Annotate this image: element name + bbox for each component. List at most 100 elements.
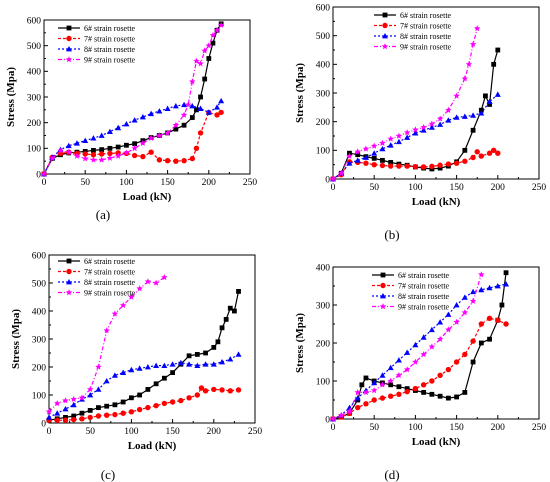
- data-point: [49, 155, 56, 162]
- data-point: [388, 159, 394, 165]
- data-point: [156, 108, 163, 114]
- y-tick-label: 100: [27, 145, 42, 155]
- data-point: [115, 124, 122, 131]
- data-point: [106, 154, 114, 161]
- data-point: [232, 308, 237, 314]
- data-point: [87, 392, 94, 398]
- data-point: [404, 349, 411, 355]
- panel-label: (b): [384, 227, 399, 242]
- y-tick-label: 200: [27, 119, 42, 129]
- data-point: [86, 386, 94, 393]
- data-point: [104, 403, 110, 409]
- data-point: [429, 391, 435, 397]
- panel-label: (d): [384, 467, 399, 482]
- data-point: [461, 294, 468, 300]
- y-tick-label: 0: [325, 415, 330, 425]
- data-point: [73, 152, 81, 159]
- data-point: [198, 385, 205, 391]
- data-point: [98, 132, 105, 138]
- data-point: [161, 400, 168, 407]
- data-point: [62, 406, 69, 412]
- data-point: [219, 387, 225, 393]
- data-point: [210, 40, 216, 46]
- data-point: [495, 47, 501, 53]
- y-tick-label: 400: [316, 263, 331, 273]
- legend-entry: 7# strain rosette: [398, 282, 450, 291]
- legend-marker: [380, 282, 386, 289]
- data-point: [169, 399, 176, 405]
- data-point: [478, 271, 485, 278]
- x-tick-label: 250: [532, 183, 547, 193]
- data-point: [453, 359, 460, 365]
- legend-marker: [380, 272, 386, 278]
- data-point: [445, 106, 452, 113]
- data-point: [139, 114, 146, 120]
- data-point: [412, 358, 419, 365]
- data-point: [235, 387, 242, 393]
- data-point: [371, 150, 378, 156]
- data-point: [132, 141, 138, 147]
- data-point: [478, 153, 485, 159]
- data-point: [429, 378, 435, 384]
- data-point: [478, 321, 485, 327]
- legend-entry: 9# strain rosette: [84, 56, 136, 65]
- data-point: [437, 372, 443, 378]
- data-point: [161, 274, 168, 281]
- legend-marker: [66, 258, 72, 264]
- y-axis-title: Stress (Mpa): [10, 309, 22, 369]
- data-point: [205, 42, 213, 49]
- data-point: [45, 408, 53, 415]
- legend-marker: [382, 33, 388, 39]
- data-point: [193, 145, 200, 152]
- y-tick-label: 300: [316, 301, 331, 311]
- data-point: [465, 60, 473, 68]
- data-point: [338, 411, 345, 418]
- y-tick-label: 400: [32, 307, 47, 317]
- data-point: [387, 364, 394, 371]
- y-tick-label: 100: [32, 391, 47, 401]
- data-point: [396, 384, 402, 390]
- series-line: [332, 317, 507, 420]
- data-point: [470, 338, 476, 344]
- data-point: [445, 395, 451, 401]
- data-point: [371, 155, 377, 161]
- series-4: [329, 271, 485, 422]
- data-point: [197, 60, 204, 67]
- data-point: [379, 145, 386, 152]
- series-3: [330, 281, 510, 422]
- data-point: [79, 410, 85, 416]
- data-point: [153, 362, 160, 368]
- data-point: [103, 412, 110, 418]
- x-axis-title: Load (kN): [412, 196, 461, 208]
- legend-entry: 9# strain rosette: [84, 289, 136, 298]
- data-point: [194, 107, 199, 113]
- data-point: [136, 365, 143, 371]
- data-point: [136, 406, 143, 413]
- data-point: [90, 152, 97, 158]
- data-point: [387, 393, 394, 399]
- data-point: [387, 163, 394, 169]
- data-point: [461, 75, 469, 82]
- data-point: [111, 372, 118, 378]
- data-point: [82, 151, 88, 157]
- data-point: [494, 283, 501, 289]
- data-point: [420, 124, 427, 131]
- data-point: [412, 126, 419, 133]
- y-tick-label: 400: [316, 61, 331, 71]
- data-point: [355, 152, 361, 158]
- data-point: [412, 341, 419, 348]
- x-tick-label: 100: [119, 178, 134, 188]
- x-tick-label: 200: [491, 183, 506, 193]
- data-point: [495, 150, 501, 156]
- data-point: [470, 359, 476, 365]
- legend-entry: 8# strain rosette: [84, 45, 136, 54]
- data-point: [202, 76, 208, 82]
- y-tick-label: 100: [316, 377, 331, 387]
- data-point: [111, 310, 119, 317]
- data-point: [412, 385, 419, 392]
- x-tick-label: 150: [165, 427, 180, 437]
- data-point: [189, 78, 196, 85]
- y-axis-title: Stress (Mpa): [5, 67, 17, 127]
